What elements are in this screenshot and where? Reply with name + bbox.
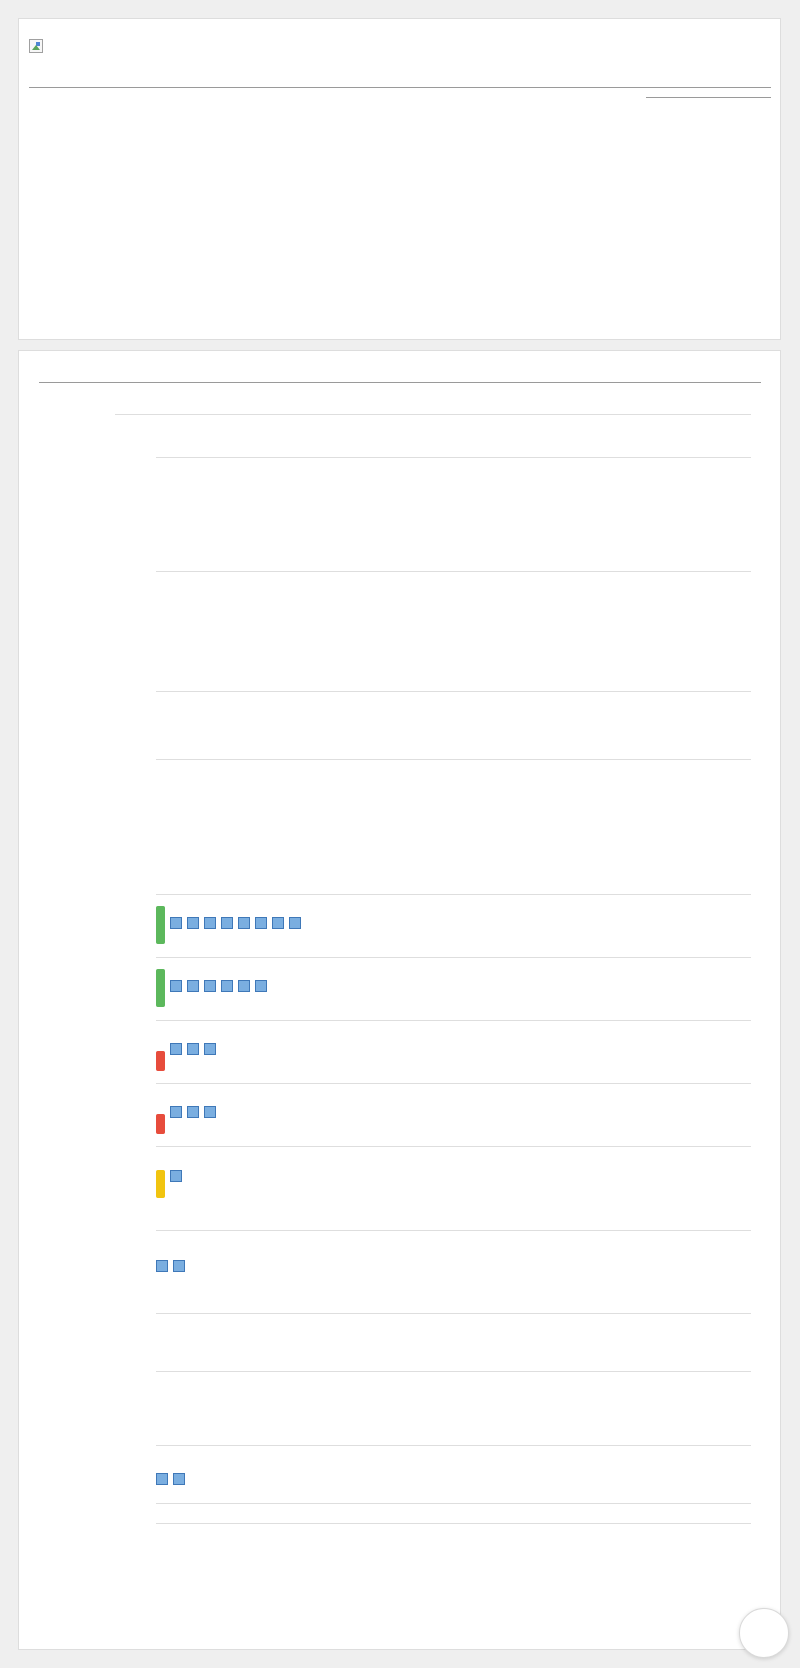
tag-square-icon[interactable] [173, 1260, 185, 1272]
tag-square-icon[interactable] [187, 980, 199, 992]
header-divider [29, 87, 771, 88]
status-indicator-red [156, 1051, 165, 1071]
row-divider [156, 1371, 751, 1372]
header-underline [646, 97, 771, 98]
tag-square-icon[interactable] [204, 1043, 216, 1055]
tag-square-icon[interactable] [238, 917, 250, 929]
row-divider [156, 571, 751, 572]
tag-group [170, 980, 267, 992]
tag-square-icon[interactable] [187, 917, 199, 929]
logo-image [29, 39, 43, 53]
row-divider [156, 894, 751, 895]
status-indicator-green [156, 969, 165, 1007]
row-divider [115, 414, 751, 415]
floating-action-button[interactable] [739, 1608, 789, 1658]
row-divider [156, 691, 751, 692]
tag-group [170, 1170, 182, 1182]
tag-square-icon[interactable] [170, 1043, 182, 1055]
row-divider [156, 1020, 751, 1021]
tag-group [156, 1260, 185, 1272]
content-card [18, 350, 781, 1650]
tag-group [170, 1043, 216, 1055]
row-divider [156, 1313, 751, 1314]
tag-square-icon[interactable] [238, 980, 250, 992]
row-divider [156, 1083, 751, 1084]
tag-square-icon[interactable] [156, 1473, 168, 1485]
row-divider [156, 759, 751, 760]
row-divider [156, 1146, 751, 1147]
tag-square-icon[interactable] [187, 1043, 199, 1055]
row-divider [156, 1230, 751, 1231]
status-indicator-red [156, 1114, 165, 1134]
tag-square-icon[interactable] [221, 980, 233, 992]
tag-square-icon[interactable] [170, 1106, 182, 1118]
result-row[interactable] [156, 1230, 751, 1321]
tag-square-icon[interactable] [170, 917, 182, 929]
result-row[interactable] [156, 957, 751, 1020]
result-row[interactable] [156, 1020, 751, 1083]
result-row[interactable] [156, 894, 751, 957]
row-divider [156, 1445, 751, 1446]
tag-square-icon[interactable] [289, 917, 301, 929]
tag-square-icon[interactable] [170, 1170, 182, 1182]
tag-square-icon[interactable] [187, 1106, 199, 1118]
tag-square-icon[interactable] [221, 917, 233, 929]
header-card [18, 18, 781, 340]
tag-square-icon[interactable] [170, 980, 182, 992]
tag-square-icon[interactable] [272, 917, 284, 929]
result-row[interactable] [156, 1444, 751, 1523]
broken-image-icon [36, 42, 40, 46]
result-row[interactable] [156, 1083, 751, 1146]
tag-square-icon[interactable] [156, 1260, 168, 1272]
tag-square-icon[interactable] [255, 917, 267, 929]
row-divider [156, 957, 751, 958]
tag-group [156, 1473, 185, 1485]
tag-square-icon[interactable] [204, 917, 216, 929]
result-row[interactable] [156, 1146, 751, 1230]
status-indicator-yellow [156, 1170, 165, 1198]
status-indicator-green [156, 906, 165, 944]
tag-square-icon[interactable] [173, 1473, 185, 1485]
row-divider [156, 457, 751, 458]
section-divider [39, 382, 761, 383]
tag-square-icon[interactable] [204, 1106, 216, 1118]
tag-group [170, 1106, 216, 1118]
row-divider [156, 1503, 751, 1504]
tag-square-icon[interactable] [255, 980, 267, 992]
tag-square-icon[interactable] [204, 980, 216, 992]
row-divider [156, 1523, 751, 1524]
tag-group [170, 917, 301, 929]
